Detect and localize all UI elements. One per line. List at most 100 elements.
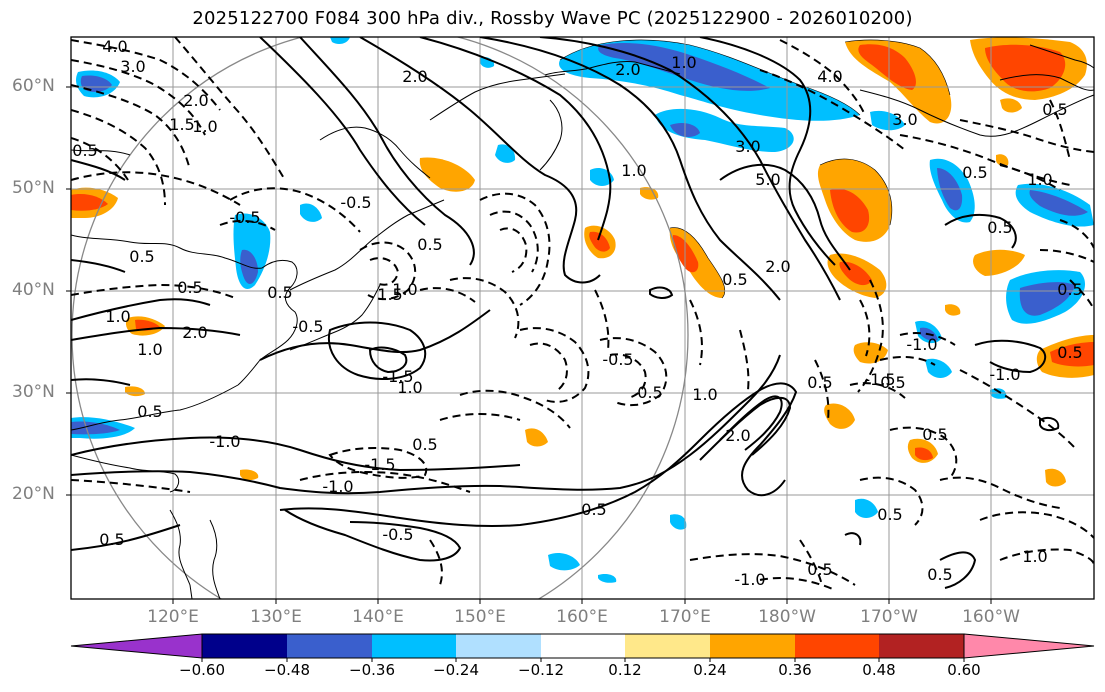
contour-label: 0.5	[581, 500, 606, 519]
colorbar-tick-label: 0.24	[693, 661, 727, 679]
contour-label: 1.0	[137, 340, 162, 359]
colorbar-segment	[541, 634, 625, 658]
contour-label: 0.5	[877, 505, 902, 524]
contour-label: 0.5	[722, 270, 747, 289]
colorbar-tick-label: 0.12	[608, 661, 642, 679]
coastlines	[71, 44, 1094, 599]
contour-label: 0.5	[1057, 343, 1082, 362]
contours-positive	[71, 37, 1060, 589]
contour-label: 1.0	[1027, 170, 1052, 189]
contour-label: -0.5	[229, 208, 260, 227]
contour-label: 0.5	[922, 425, 947, 444]
lon-label: 140°E	[352, 607, 404, 627]
contour-label: 1.5	[169, 115, 194, 134]
contour-label: 0.5	[412, 435, 437, 454]
contour-label: 1.0	[397, 378, 422, 397]
contour-label: 0.5	[1042, 100, 1067, 119]
contour-label: -1.5	[382, 367, 413, 386]
contour-label: -0.5	[340, 193, 371, 212]
contour-label: 3.0	[735, 137, 760, 156]
shading-outlines	[559, 39, 951, 299]
contours-negative	[71, 37, 1094, 591]
gridlines	[71, 37, 1094, 599]
contour-label: 1.5	[377, 285, 402, 304]
colorbar-segment	[795, 634, 879, 658]
contour-label: -0.5	[292, 317, 323, 336]
contour-label: 0.5	[99, 530, 124, 549]
contour-label: 0.5	[72, 141, 97, 160]
contour-label: -0.5	[382, 525, 413, 544]
colorbar-segment	[625, 634, 710, 658]
contour-label: -1.0	[734, 570, 765, 589]
contour-label: -1.0	[322, 477, 353, 496]
contour-label: 0.5	[962, 163, 987, 182]
contour-label: 0.5	[417, 235, 442, 254]
contour-label: 4.0	[102, 37, 127, 56]
colorbar-segment	[202, 634, 287, 658]
map-plot-area	[71, 37, 1094, 599]
colorbar-tick-label: 0.48	[862, 661, 896, 679]
contour-label: 3.0	[120, 57, 145, 76]
contour-label: -1.0	[209, 432, 240, 451]
contour-label: 4.0	[817, 67, 842, 86]
contour-label: 0.5	[880, 373, 905, 392]
contour-label: 2.0	[615, 60, 640, 79]
colorbar-segment	[287, 634, 372, 658]
radius-circle	[71, 37, 689, 599]
colorbar-tick-label: 0.36	[778, 661, 812, 679]
colorbar-segment	[710, 634, 795, 658]
colorbar-segment	[963, 633, 1095, 659]
axis-ticks	[66, 86, 992, 604]
contour-label: 1.0	[392, 280, 417, 299]
contour-label: -1.0	[906, 335, 937, 354]
lat-label: 50°N	[12, 178, 55, 198]
contour-label: 0.5	[177, 278, 202, 297]
contour-label: 1.0	[671, 53, 696, 72]
lon-label: 120°E	[147, 607, 199, 627]
contour-label: 0.5	[807, 373, 832, 392]
colorbar-tick-label: −0.48	[264, 661, 310, 679]
contour-labels: 4.0 3.0 2.0 1.5 1.0 0.5 0.5 -0.5 0.5 0.5…	[72, 37, 1082, 589]
divergence-shading	[71, 37, 1094, 583]
colorbar-tick-label: −0.12	[518, 661, 564, 679]
contour-label: -1.0	[989, 365, 1020, 384]
contour-label: 2.0	[182, 323, 207, 342]
contour-label: 1.0	[105, 307, 130, 326]
contour-label: 0.5	[1057, 280, 1082, 299]
colorbar-segment	[456, 634, 541, 658]
contour-label: 0.5	[129, 247, 154, 266]
contour-label: -0.5	[602, 350, 633, 369]
lon-label: 160°W	[962, 607, 1020, 627]
contour-label: 2.0	[183, 91, 208, 110]
colorbar-tick-label: 0.60	[947, 661, 981, 679]
colorbar-segment	[879, 634, 964, 658]
colorbar-tick-label: −0.60	[179, 661, 225, 679]
contour-label: 0.5	[267, 283, 292, 302]
colorbar-segment	[70, 633, 203, 659]
colorbar-tick-label: −0.36	[349, 661, 395, 679]
map-title: 2025122700 F084 300 hPa div., Rossby Wav…	[192, 8, 913, 29]
lon-label: 170°E	[659, 607, 711, 627]
colorbar-tick-label: −0.24	[433, 661, 479, 679]
lat-label: 40°N	[12, 280, 55, 300]
contour-label: 2.0	[402, 67, 427, 86]
colorbar-segment	[372, 634, 456, 658]
lon-label: 180°W	[758, 607, 816, 627]
contour-label: 0.5	[987, 218, 1012, 237]
lat-label: 30°N	[12, 382, 55, 402]
lon-label: 150°E	[454, 607, 506, 627]
contour-label: 2.0	[725, 426, 750, 445]
contour-label: 0.5	[637, 383, 662, 402]
contour-label: -1.5	[864, 370, 895, 389]
lat-label: 60°N	[12, 76, 55, 96]
contour-label: 2.0	[765, 257, 790, 276]
contour-label: 1.0	[692, 385, 717, 404]
contour-label: 5.0	[755, 170, 780, 189]
contour-label: 1.0	[192, 117, 217, 136]
contour-label: 1.0	[621, 161, 646, 180]
lat-label: 20°N	[12, 484, 55, 504]
lon-label: 160°E	[556, 607, 608, 627]
contour-label: -1.5	[364, 455, 395, 474]
contour-label: 1.0	[1022, 547, 1047, 566]
